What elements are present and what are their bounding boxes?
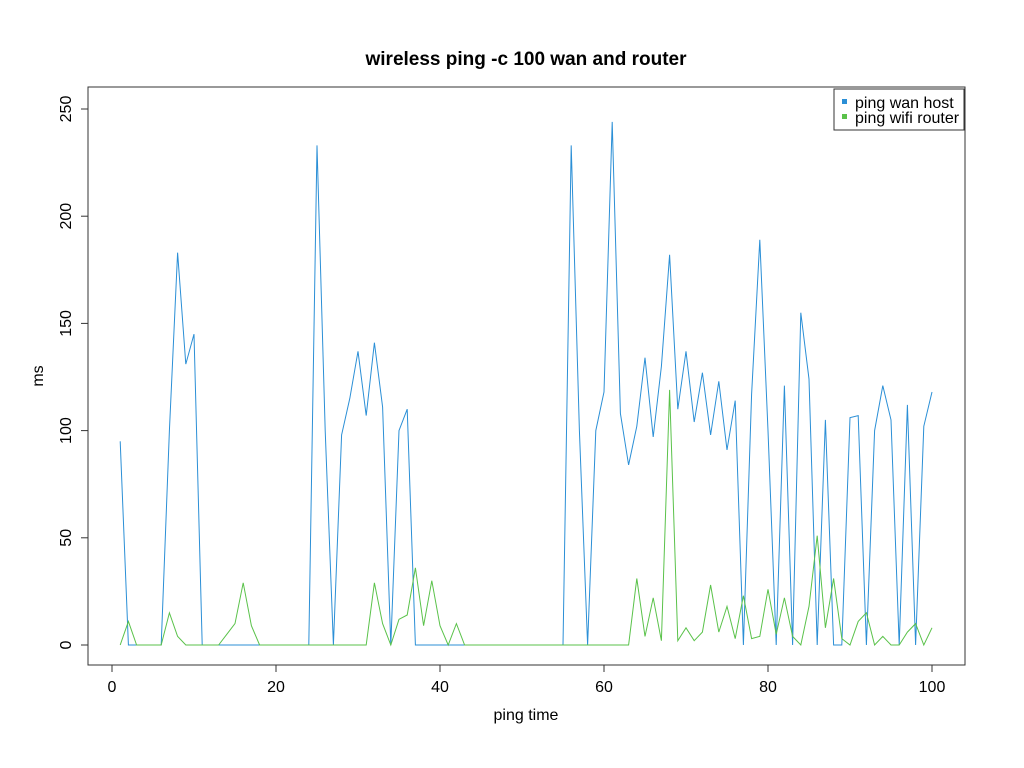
- y-tick-label: 0: [58, 640, 75, 649]
- legend: ping wan host ping wifi router: [833, 88, 965, 131]
- y-tick-label: 50: [58, 529, 75, 547]
- y-tick-label: 150: [58, 310, 75, 337]
- series-line-wan-host: [119, 121, 933, 646]
- y-tick-label: 100: [58, 417, 75, 444]
- x-axis-label: ping time: [494, 707, 559, 724]
- chart-title: wireless ping -c 100 wan and router: [365, 49, 688, 70]
- plot-frame: [87, 86, 966, 666]
- legend-box: [833, 88, 965, 131]
- series-line-wifi-router: [119, 389, 933, 647]
- x-tick-label: 100: [919, 679, 946, 696]
- y-axis: 0 50 100 150 200 250: [58, 96, 89, 649]
- y-tick-label: 250: [58, 96, 75, 123]
- x-tick-label: 40: [431, 679, 449, 696]
- x-tick-label: 60: [595, 679, 613, 696]
- legend-label-wan: ping wan host: [855, 95, 954, 112]
- x-tick-label: 0: [108, 679, 117, 696]
- y-axis-label: ms: [30, 365, 47, 386]
- x-tick-label: 80: [759, 679, 777, 696]
- legend-swatch-wan: [842, 99, 847, 104]
- x-tick-label: 20: [267, 679, 285, 696]
- legend-swatch-router: [842, 114, 847, 119]
- legend-label-router: ping wifi router: [855, 110, 960, 127]
- series-layer: [119, 121, 933, 647]
- x-axis: 0 20 40 60 80 100: [108, 664, 946, 696]
- y-tick-label: 200: [58, 203, 75, 230]
